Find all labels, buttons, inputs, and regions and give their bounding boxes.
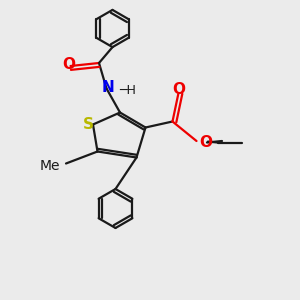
Text: Me: Me <box>40 159 60 172</box>
Text: O: O <box>172 82 185 98</box>
Text: S: S <box>83 117 94 132</box>
Text: O: O <box>62 57 76 72</box>
Text: ─H: ─H <box>119 83 136 97</box>
Text: N: N <box>102 80 114 94</box>
Text: O: O <box>200 135 212 150</box>
